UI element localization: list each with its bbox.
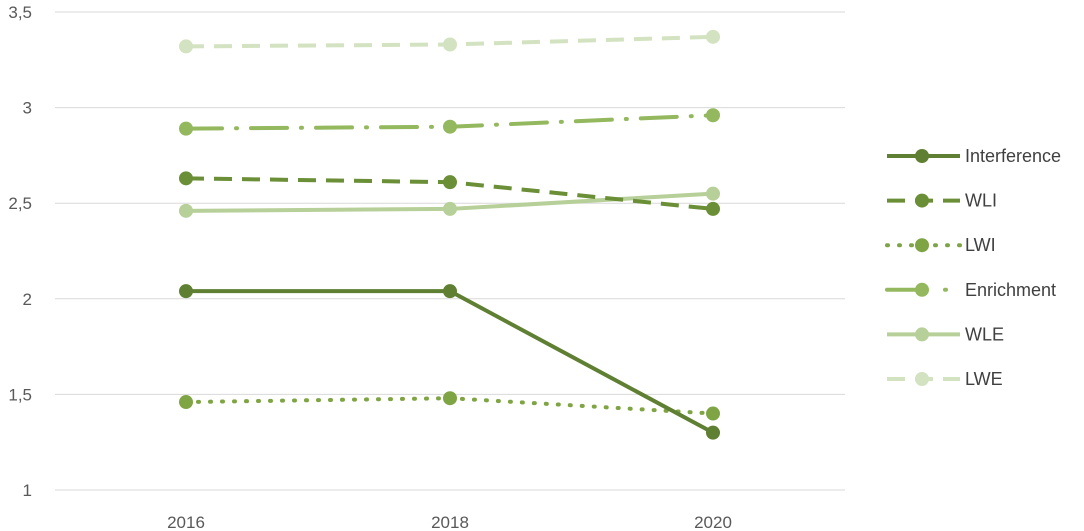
legend-swatch-marker: [915, 282, 929, 297]
data-point: [443, 391, 457, 406]
data-point: [706, 29, 720, 44]
series-line: [186, 289, 714, 435]
legend-item: LWE: [887, 369, 1003, 389]
legend-label: LWI: [965, 235, 996, 255]
legend-item: LWI: [885, 235, 996, 255]
y-tick-label: 1,5: [8, 385, 32, 404]
legend: Interference WLI LWI Enrichment WLE LWE: [885, 146, 1061, 389]
legend-item: WLE: [887, 324, 1004, 344]
data-point: [706, 108, 720, 123]
data-point: [443, 37, 457, 52]
data-point: [179, 203, 193, 218]
y-tick-label: 1: [23, 481, 32, 500]
legend-label: Interference: [965, 146, 1061, 166]
series-wli: [179, 171, 720, 216]
data-point: [179, 121, 193, 136]
legend-item: Enrichment: [885, 280, 1056, 300]
data-point: [443, 284, 457, 299]
series-lwe: [179, 29, 720, 54]
x-axis-ticks: 2016 2018 2020: [167, 513, 732, 531]
data-point: [179, 284, 193, 299]
series-lines: [179, 29, 720, 440]
legend-swatch-marker: [915, 193, 929, 208]
x-tick-label: 2018: [431, 513, 469, 531]
y-axis-ticks: 1 1,5 2 2,5 3 3,5: [8, 3, 32, 500]
series-wle: [179, 186, 720, 218]
grid: [55, 11, 845, 491]
legend-label: LWE: [965, 369, 1003, 389]
y-tick-label: 3,5: [8, 3, 32, 22]
series-lwi: [179, 391, 720, 421]
data-point: [706, 201, 720, 216]
legend-swatch-marker: [915, 372, 929, 386]
x-tick-label: 2020: [694, 513, 732, 531]
legend-item: WLI: [887, 191, 997, 211]
x-tick-label: 2016: [167, 513, 205, 531]
legend-swatch-marker: [915, 238, 929, 253]
y-tick-label: 3: [23, 99, 32, 118]
y-tick-label: 2: [23, 290, 32, 309]
data-point: [443, 175, 457, 190]
legend-swatch-marker: [915, 327, 929, 342]
legend-label: Enrichment: [965, 280, 1056, 300]
data-point: [443, 119, 457, 134]
y-tick-label: 2,5: [8, 194, 32, 213]
series-enrichment: [179, 108, 720, 136]
data-point: [179, 39, 193, 54]
data-point: [706, 186, 720, 201]
series-interference: [179, 284, 720, 440]
data-point: [443, 201, 457, 216]
legend-item: Interference: [887, 146, 1061, 166]
data-point: [706, 406, 720, 421]
legend-label: WLE: [965, 324, 1004, 344]
data-point: [706, 425, 720, 440]
legend-label: WLI: [965, 191, 997, 211]
legend-swatch-marker: [915, 149, 929, 163]
data-point: [179, 395, 193, 410]
data-point: [179, 171, 193, 186]
